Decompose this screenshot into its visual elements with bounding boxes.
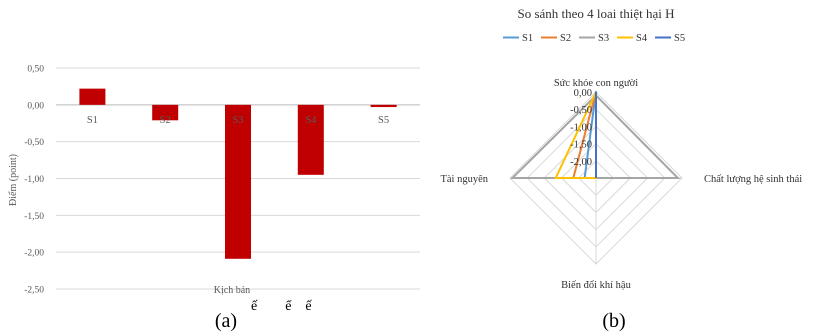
legend-label: S4 bbox=[636, 33, 648, 44]
bar-S3 bbox=[225, 104, 251, 259]
bar-series bbox=[79, 88, 397, 259]
radar-title: So sánh theo 4 loai thiệt hại H bbox=[517, 6, 674, 21]
panel-b-label: (b) bbox=[602, 310, 625, 332]
bar-y-tick-label: 0,00 bbox=[27, 101, 44, 111]
bar-category-label: S2 bbox=[160, 115, 171, 126]
radar-axis-label: Sức khỏe con người bbox=[554, 78, 638, 89]
bar-S5 bbox=[370, 104, 397, 108]
bar-y-axis-label: Điểm (point) bbox=[8, 154, 19, 206]
bar-y-tick-labels: 0,50 0,00 -0,50 -1,00 -1,50 -2,00 -2,50 bbox=[24, 65, 44, 296]
bar-y-tick-label: -0,50 bbox=[24, 138, 44, 148]
bar-x-axis-label: Kịch bản bbox=[214, 285, 250, 296]
bar-chart: 0,50 0,00 -0,50 -1,00 -1,50 -2,00 -2,50 S1 S2 S3… bbox=[8, 65, 420, 296]
radar-tick-label: 0,00 bbox=[574, 88, 592, 99]
bar-y-tick-label: -2,50 bbox=[24, 286, 44, 296]
radar-tick-label: -0,50 bbox=[570, 105, 592, 116]
radar-axis-label: Chất lượng hệ sinh thái bbox=[704, 174, 802, 185]
radar-series bbox=[509, 91, 681, 179]
radar-axis-label: Tài nguyên bbox=[440, 174, 488, 185]
bar-S2 bbox=[152, 104, 179, 121]
bar-category-label: S3 bbox=[232, 115, 243, 126]
panel-a-caption-fragment: ế ể ế bbox=[251, 299, 312, 314]
bar-S4 bbox=[297, 104, 324, 175]
radar-chart: So sánh theo 4 loai thiệt hại H S1 S2 S3 S4… bbox=[440, 6, 802, 291]
legend-label: S1 bbox=[522, 33, 533, 44]
radar-tick-labels: 0,00 -0,50 -1,00 -1,50 -2,00 bbox=[570, 88, 592, 168]
bar-S1 bbox=[79, 88, 106, 105]
radar-tick-label: -1,00 bbox=[570, 122, 592, 133]
bar-y-tick-label: -1,00 bbox=[24, 175, 44, 185]
bar-category-labels: S1 S2 S3 S4 S5 bbox=[87, 115, 389, 126]
bar-y-tick-label: 0,50 bbox=[27, 65, 44, 75]
radar-tick-label: -1,50 bbox=[570, 140, 592, 151]
radar-legend: S1 S2 S3 S4 S5 bbox=[503, 33, 685, 44]
bar-category-label: S4 bbox=[305, 115, 317, 126]
legend-label: S5 bbox=[674, 33, 685, 44]
legend-label: S2 bbox=[560, 33, 571, 44]
panel-a-label: (a) bbox=[215, 310, 237, 332]
radar-axis-label: Biến đổi khí hậu bbox=[561, 280, 631, 291]
bar-category-label: S1 bbox=[87, 115, 98, 126]
radar-axis-labels: Sức khỏe con người Chất lượng hệ sinh thá… bbox=[440, 78, 802, 291]
bar-y-tick-label: -2,00 bbox=[24, 249, 44, 259]
legend-label: S3 bbox=[598, 33, 609, 44]
bar-y-tick-label: -1,50 bbox=[24, 212, 44, 222]
radar-tick-label: -2,00 bbox=[570, 157, 592, 168]
bar-category-label: S5 bbox=[378, 115, 389, 126]
